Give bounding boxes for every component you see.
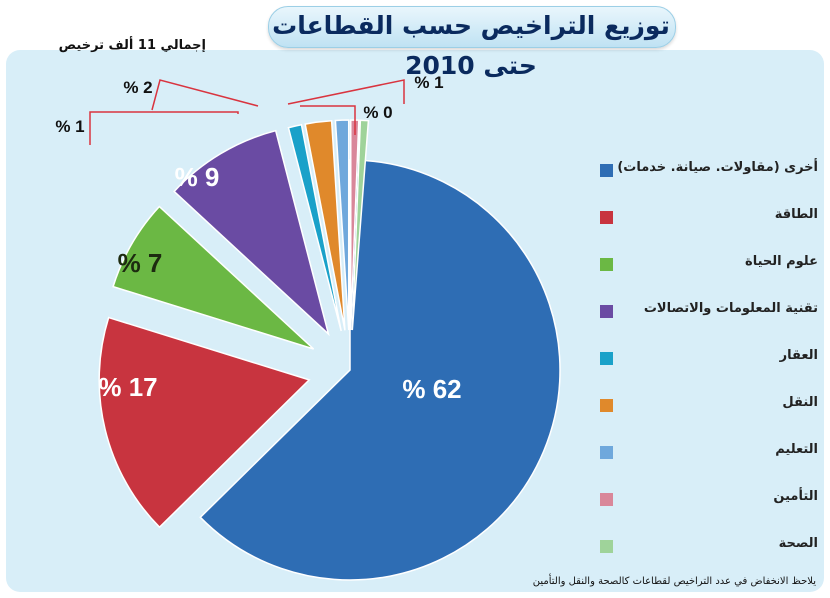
legend-label: علوم الحياة bbox=[745, 254, 818, 269]
slice-label: % 2 bbox=[123, 78, 152, 97]
legend-label: العقار bbox=[779, 348, 818, 363]
legend-item: تقنية المعلومات والاتصالات bbox=[600, 299, 818, 346]
legend-item: الصحة bbox=[600, 534, 818, 581]
pie-slice bbox=[334, 119, 350, 331]
pie-slice bbox=[287, 123, 342, 332]
legend-swatch bbox=[600, 540, 613, 553]
slice-label: % 1 bbox=[55, 117, 84, 136]
pie-slice bbox=[98, 316, 311, 529]
legend-swatch bbox=[600, 446, 613, 459]
legend-label: التعليم bbox=[775, 442, 818, 457]
legend-swatch bbox=[600, 399, 613, 412]
leader-line bbox=[287, 79, 405, 105]
legend-item: الطاقة bbox=[600, 205, 818, 252]
slice-label: % 17 bbox=[98, 372, 157, 402]
footnote: يلاحظ الانخفاض في عدد التراخيص لقطاعات ك… bbox=[532, 576, 816, 587]
legend-label: أخرى (مقاولات. صيانة. خدمات) bbox=[617, 160, 818, 175]
slice-label: % 62 bbox=[402, 374, 461, 404]
legend: أخرى (مقاولات. صيانة. خدمات) الطاقة علوم ا… bbox=[600, 158, 818, 581]
title-banner bbox=[268, 6, 676, 48]
pie-slice bbox=[351, 119, 370, 331]
leader-line bbox=[151, 79, 259, 111]
legend-item: العقار bbox=[600, 346, 818, 393]
slice-label: % 1 bbox=[414, 73, 443, 92]
legend-label: التأمين bbox=[773, 489, 818, 504]
legend-item: التأمين bbox=[600, 487, 818, 534]
legend-label: الصحة bbox=[778, 536, 818, 551]
pie-slice bbox=[199, 159, 561, 581]
legend-label: النقل bbox=[782, 395, 818, 410]
legend-swatch bbox=[600, 211, 613, 224]
legend-item: التعليم bbox=[600, 440, 818, 487]
legend-label: الطاقة bbox=[774, 207, 818, 222]
pie-slice bbox=[173, 129, 330, 337]
legend-swatch bbox=[600, 493, 613, 506]
legend-item: علوم الحياة bbox=[600, 252, 818, 299]
legend-swatch bbox=[600, 352, 613, 365]
leader-line bbox=[300, 105, 356, 135]
legend-item: أخرى (مقاولات. صيانة. خدمات) bbox=[600, 158, 818, 205]
legend-swatch bbox=[600, 164, 613, 177]
slice-label: % 9 bbox=[175, 162, 220, 192]
legend-item: النقل bbox=[600, 393, 818, 440]
slice-label: % 0 bbox=[363, 103, 392, 122]
slice-label: % 7 bbox=[118, 248, 163, 278]
legend-swatch bbox=[600, 305, 613, 318]
leader-line bbox=[89, 111, 239, 145]
pie-slice bbox=[112, 205, 315, 350]
chart-title: توزيع التراخيص حسب القطاعات حتى 2010 bbox=[272, 11, 670, 80]
pie-slice bbox=[304, 119, 346, 331]
total-licenses-note: إجمالي 11 ألف ترخيص bbox=[58, 38, 206, 53]
legend-swatch bbox=[600, 258, 613, 271]
legend-label: تقنية المعلومات والاتصالات bbox=[643, 301, 818, 316]
